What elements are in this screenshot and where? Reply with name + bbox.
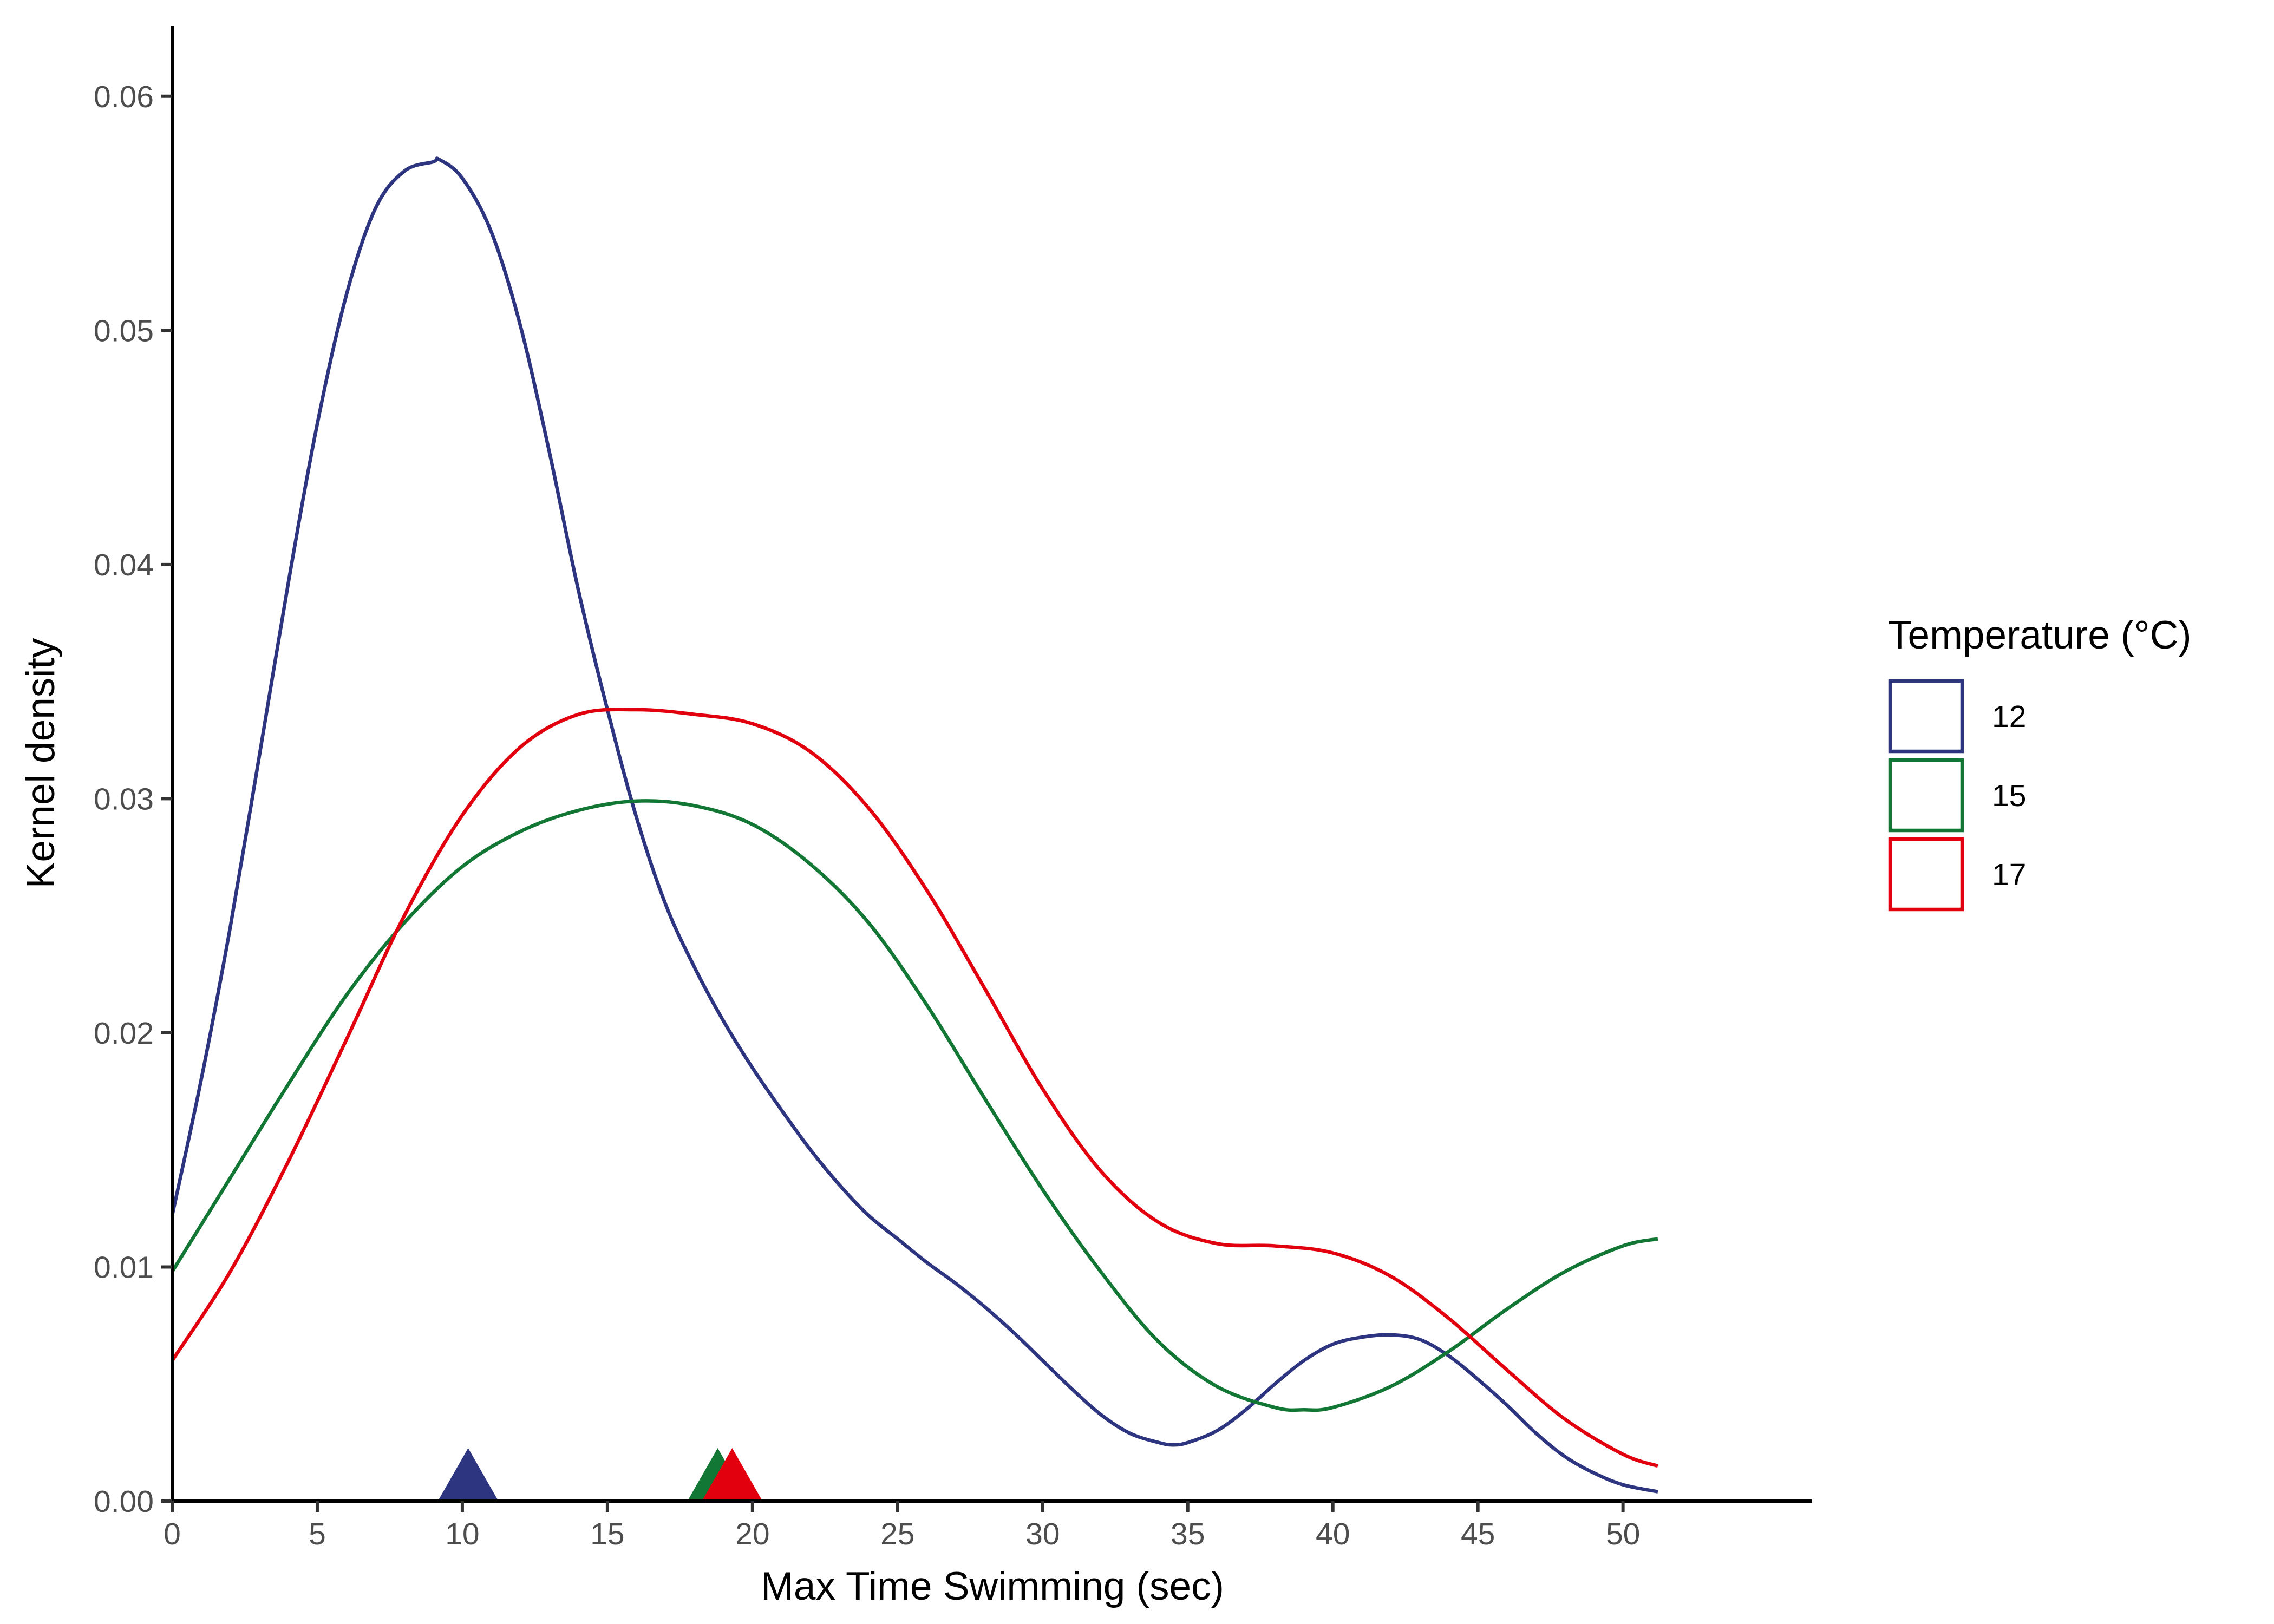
x-tick-label: 25 [880, 1517, 914, 1551]
density-line-17 [171, 708, 1659, 1468]
legend-label-12: 12 [1992, 699, 2026, 734]
x-axis-title: Max Time Swimming (sec) [761, 1564, 1224, 1608]
mean-marker-12 [437, 1448, 499, 1501]
legend-label-15: 15 [1992, 778, 2026, 813]
density-line-15 [171, 799, 1658, 1412]
y-tick-label: 0.00 [94, 1484, 154, 1519]
y-tick-label: 0.02 [94, 1016, 154, 1051]
y-axis-title: Kernel density [19, 638, 63, 888]
axes [171, 26, 1812, 1503]
x-tick-label: 30 [1025, 1517, 1060, 1551]
y-tick-label: 0.06 [94, 80, 154, 114]
y-axis-ticks: 0.00 0.01 0.02 0.03 0.04 0.05 0.06 [94, 80, 172, 1519]
x-tick-label: 50 [1606, 1517, 1640, 1551]
legend-key-12 [1888, 679, 1964, 754]
y-tick-label: 0.03 [94, 782, 154, 816]
x-tick-label: 5 [309, 1517, 326, 1551]
x-tick-label: 15 [590, 1517, 624, 1551]
x-tick-label: 20 [735, 1517, 769, 1551]
legend: Temperature (°C) 12 15 17 [1888, 613, 2192, 912]
x-tick-label: 45 [1461, 1517, 1495, 1551]
density-line-12 [170, 156, 1658, 1494]
x-tick-label: 35 [1171, 1517, 1205, 1551]
legend-key-15 [1888, 758, 1964, 833]
x-tick-label: 40 [1316, 1517, 1350, 1551]
y-tick-label: 0.04 [94, 548, 154, 582]
legend-title: Temperature (°C) [1888, 613, 2192, 657]
density-curves [170, 156, 1659, 1494]
y-tick-label: 0.05 [94, 313, 154, 348]
legend-key-17 [1888, 837, 1964, 912]
y-tick-label: 0.01 [94, 1250, 154, 1285]
x-tick-label: 10 [445, 1517, 479, 1551]
mean-marker-17 [702, 1448, 763, 1501]
mean-markers [437, 1448, 763, 1501]
legend-label-17: 17 [1992, 857, 2026, 892]
x-axis-ticks: 0 5 10 15 20 25 30 35 40 45 50 [164, 1501, 1640, 1551]
x-tick-label: 0 [164, 1517, 181, 1551]
